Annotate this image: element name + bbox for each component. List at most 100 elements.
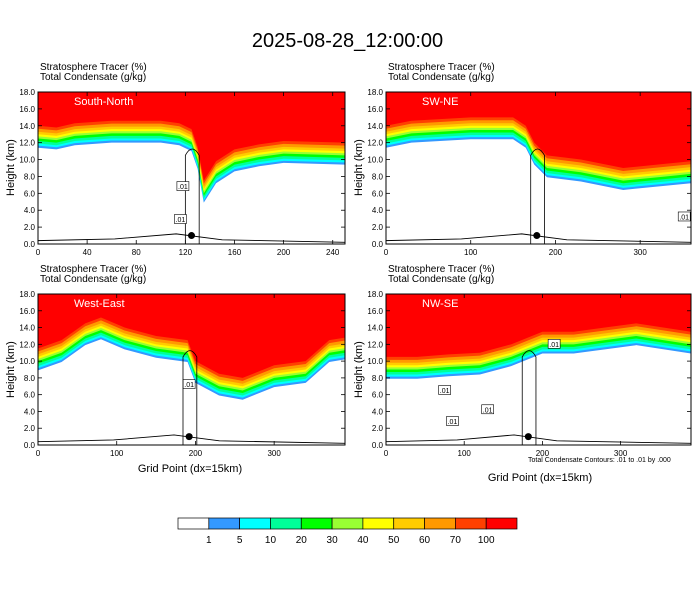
plot-frame: [37, 91, 346, 245]
y-tick-label: 14.0: [367, 324, 383, 333]
y-tick-label: 4.0: [372, 206, 384, 215]
condensate-contour: [184, 148, 200, 244]
stratosphere-region: [38, 92, 345, 181]
x-tick-label: 300: [267, 449, 281, 458]
contour-label: .01: [679, 214, 689, 221]
panel-label: West-East: [74, 298, 125, 310]
y-tick-label: 6.0: [24, 391, 36, 400]
y-tick-label: 8.0: [24, 374, 36, 383]
panel-plot-3: .01 .01 .01 .01 NW-SE 0.0 2.0 4.0 6.0 8.0 10.0 12.0…: [367, 290, 692, 458]
x-tick-label: 300: [633, 248, 647, 257]
y-tick-label: 12.0: [367, 139, 383, 148]
x-axis-label: Grid Point (dx=15km): [487, 472, 593, 484]
panel-plot-0: .01 .01 South-North 0.0 2.0 4.0 6.0 8.0 10.0 12.0…: [19, 88, 346, 257]
contour-label: .01: [440, 388, 450, 395]
condensate-contour: [182, 350, 198, 445]
x-tick-label: 200: [277, 248, 291, 257]
colorbar-label: 30: [327, 535, 339, 546]
panel-plot-2: .01 West-East 0.0 2.0 4.0 6.0 8.0 10.0 12.0 14.0 1…: [19, 290, 346, 458]
y-tick-label: 6.0: [372, 189, 384, 198]
colorbar-swatch: [362, 517, 395, 530]
contour-label-box: [481, 404, 494, 415]
y-tick-label: 18.0: [19, 88, 35, 97]
condensate-label: Total Condensate (g/kg): [40, 72, 147, 83]
terrain-line: [385, 434, 692, 444]
location-marker: [524, 433, 532, 441]
x-tick-label: 100: [464, 248, 478, 257]
terrain-line: [37, 434, 346, 444]
y-tick-label: 4.0: [24, 206, 36, 215]
y-tick-label: 16.0: [367, 105, 383, 114]
x-tick-label: 240: [326, 248, 340, 257]
x-tick-label: 40: [83, 248, 92, 257]
colorbar-label: 1: [206, 535, 212, 546]
x-tick-label: 100: [110, 449, 124, 458]
stratosphere-region: [386, 92, 691, 168]
tracer-label: Stratosphere Tracer (%): [388, 264, 495, 275]
condensate-label: Total Condensate (g/kg): [40, 274, 147, 285]
plot-frame: [385, 91, 692, 245]
y-tick-label: 4.0: [24, 407, 36, 416]
colorbar-swatch: [300, 517, 333, 530]
contour-label: .01: [448, 419, 458, 426]
contour-label: .01: [178, 184, 188, 191]
y-tick-label: 10.0: [19, 357, 35, 366]
y-tick-label: 0.0: [372, 240, 384, 249]
panel-label: SW-NE: [422, 96, 458, 108]
condensate-label: Total Condensate (g/kg): [388, 274, 495, 285]
x-tick-label: 200: [189, 449, 203, 458]
x-tick-label: 200: [536, 449, 550, 458]
tracer-label: Stratosphere Tracer (%): [40, 62, 147, 73]
x-axis-label: Grid Point (dx=15km): [137, 463, 243, 475]
condensate-contour: [521, 350, 537, 445]
x-tick-label: 0: [36, 449, 41, 458]
colorbar-label: 70: [450, 535, 462, 546]
x-tick-label: 300: [614, 449, 628, 458]
y-tick-label: 10.0: [367, 156, 383, 165]
colorbar-label: 60: [419, 535, 431, 546]
y-tick-label: 2.0: [372, 223, 384, 232]
x-tick-label: 100: [458, 449, 472, 458]
contour-label: .01: [483, 407, 493, 414]
y-tick-label: 16.0: [19, 105, 35, 114]
y-tick-label: 12.0: [19, 340, 35, 349]
colorbar-swatch: [331, 517, 364, 530]
y-tick-label: 8.0: [372, 374, 384, 383]
colorbar-swatch: [177, 517, 210, 530]
contour-label: .01: [549, 342, 559, 349]
panel-plot-1: .01 SW-NE 0.0 2.0 4.0 6.0 8.0 10.0 12.0 14.0 16.0 1…: [367, 88, 692, 257]
y-tick-label: 0.0: [24, 240, 36, 249]
contour-label: .01: [184, 382, 194, 389]
contour-note: Total Condensate Contours: .01 to .01 by…: [528, 457, 671, 464]
x-tick-label: 200: [549, 248, 563, 257]
x-tick-label: 160: [228, 248, 242, 257]
y-tick-label: 6.0: [372, 391, 384, 400]
colorbar-swatch: [485, 517, 518, 530]
x-tick-label: 120: [179, 248, 193, 257]
plot-frame: [37, 293, 346, 446]
y-tick-label: 10.0: [19, 156, 35, 165]
tracer-label: Stratosphere Tracer (%): [40, 264, 147, 275]
condensate-contour: [530, 148, 545, 244]
x-tick-label: 80: [132, 248, 141, 257]
y-tick-label: 12.0: [367, 340, 383, 349]
y-tick-label: 12.0: [19, 139, 35, 148]
contour-label-box: [547, 339, 561, 349]
condensate-label: Total Condensate (g/kg): [388, 72, 495, 83]
y-tick-label: 18.0: [19, 290, 35, 299]
x-tick-label: 0: [384, 449, 389, 458]
contour-label-box: [677, 211, 691, 222]
colorbar-label: 40: [357, 535, 369, 546]
stratosphere-region: [386, 294, 691, 357]
colorbar-swatch: [208, 517, 240, 530]
y-tick-label: 0.0: [24, 441, 36, 450]
y-tick-label: 4.0: [372, 407, 384, 416]
location-marker: [188, 232, 195, 240]
colorbar-swatch: [270, 517, 302, 530]
stratosphere-region: [38, 294, 345, 378]
colorbar-swatch: [393, 517, 425, 530]
y-tick-label: 18.0: [367, 88, 383, 97]
panel-label: NW-SE: [422, 298, 458, 310]
y-tick-label: 16.0: [367, 307, 383, 316]
